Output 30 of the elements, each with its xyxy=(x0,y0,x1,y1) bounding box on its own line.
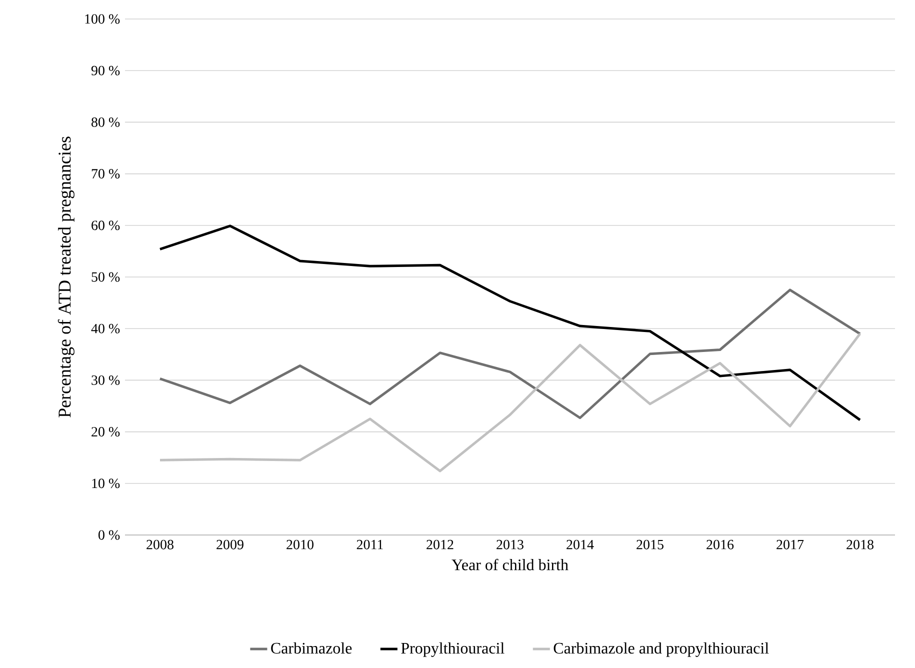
line-series xyxy=(158,332,862,472)
x-tick-label: 2013 xyxy=(496,540,524,550)
x-axis-title: Year of child birth xyxy=(452,558,568,570)
line-series xyxy=(158,224,862,422)
x-tick-label: 2011 xyxy=(356,540,383,550)
y-tick-label: 70 % xyxy=(92,169,120,179)
line-series xyxy=(158,288,862,420)
x-tick-label: 2017 xyxy=(776,540,804,550)
legend-label: Carbimazole xyxy=(271,642,352,654)
x-tick-label: 2014 xyxy=(566,540,594,550)
y-axis-title: Percentage of ATD treated pregnancies xyxy=(58,136,74,418)
x-tick-label: 2012 xyxy=(426,540,454,550)
x-tick-label: 2015 xyxy=(636,540,664,550)
y-tick-label: 100 % xyxy=(85,14,120,24)
y-tick-label: 20 % xyxy=(92,427,120,437)
y-tick-label: 30 % xyxy=(92,375,120,385)
y-tick-label: 0 % xyxy=(98,530,120,540)
x-tick-label: 2009 xyxy=(216,540,244,550)
legend-label: Carbimazole and propylthiouracil xyxy=(554,642,769,657)
x-tick-label: 2010 xyxy=(286,540,314,550)
y-tick-label: 40 % xyxy=(91,324,120,334)
y-tick-label: 80 % xyxy=(92,117,120,127)
x-tick-label: 2018 xyxy=(846,540,874,550)
y-tick-label: 50 % xyxy=(92,272,120,282)
x-tick-label: 2016 xyxy=(706,540,734,550)
legend-label: Propylthiouracil xyxy=(401,642,504,657)
y-tick-label: 10 % xyxy=(92,478,120,488)
y-tick-label: 60 % xyxy=(92,220,120,230)
y-tick-label: 90 % xyxy=(91,66,120,76)
x-tick-label: 2008 xyxy=(146,540,174,550)
